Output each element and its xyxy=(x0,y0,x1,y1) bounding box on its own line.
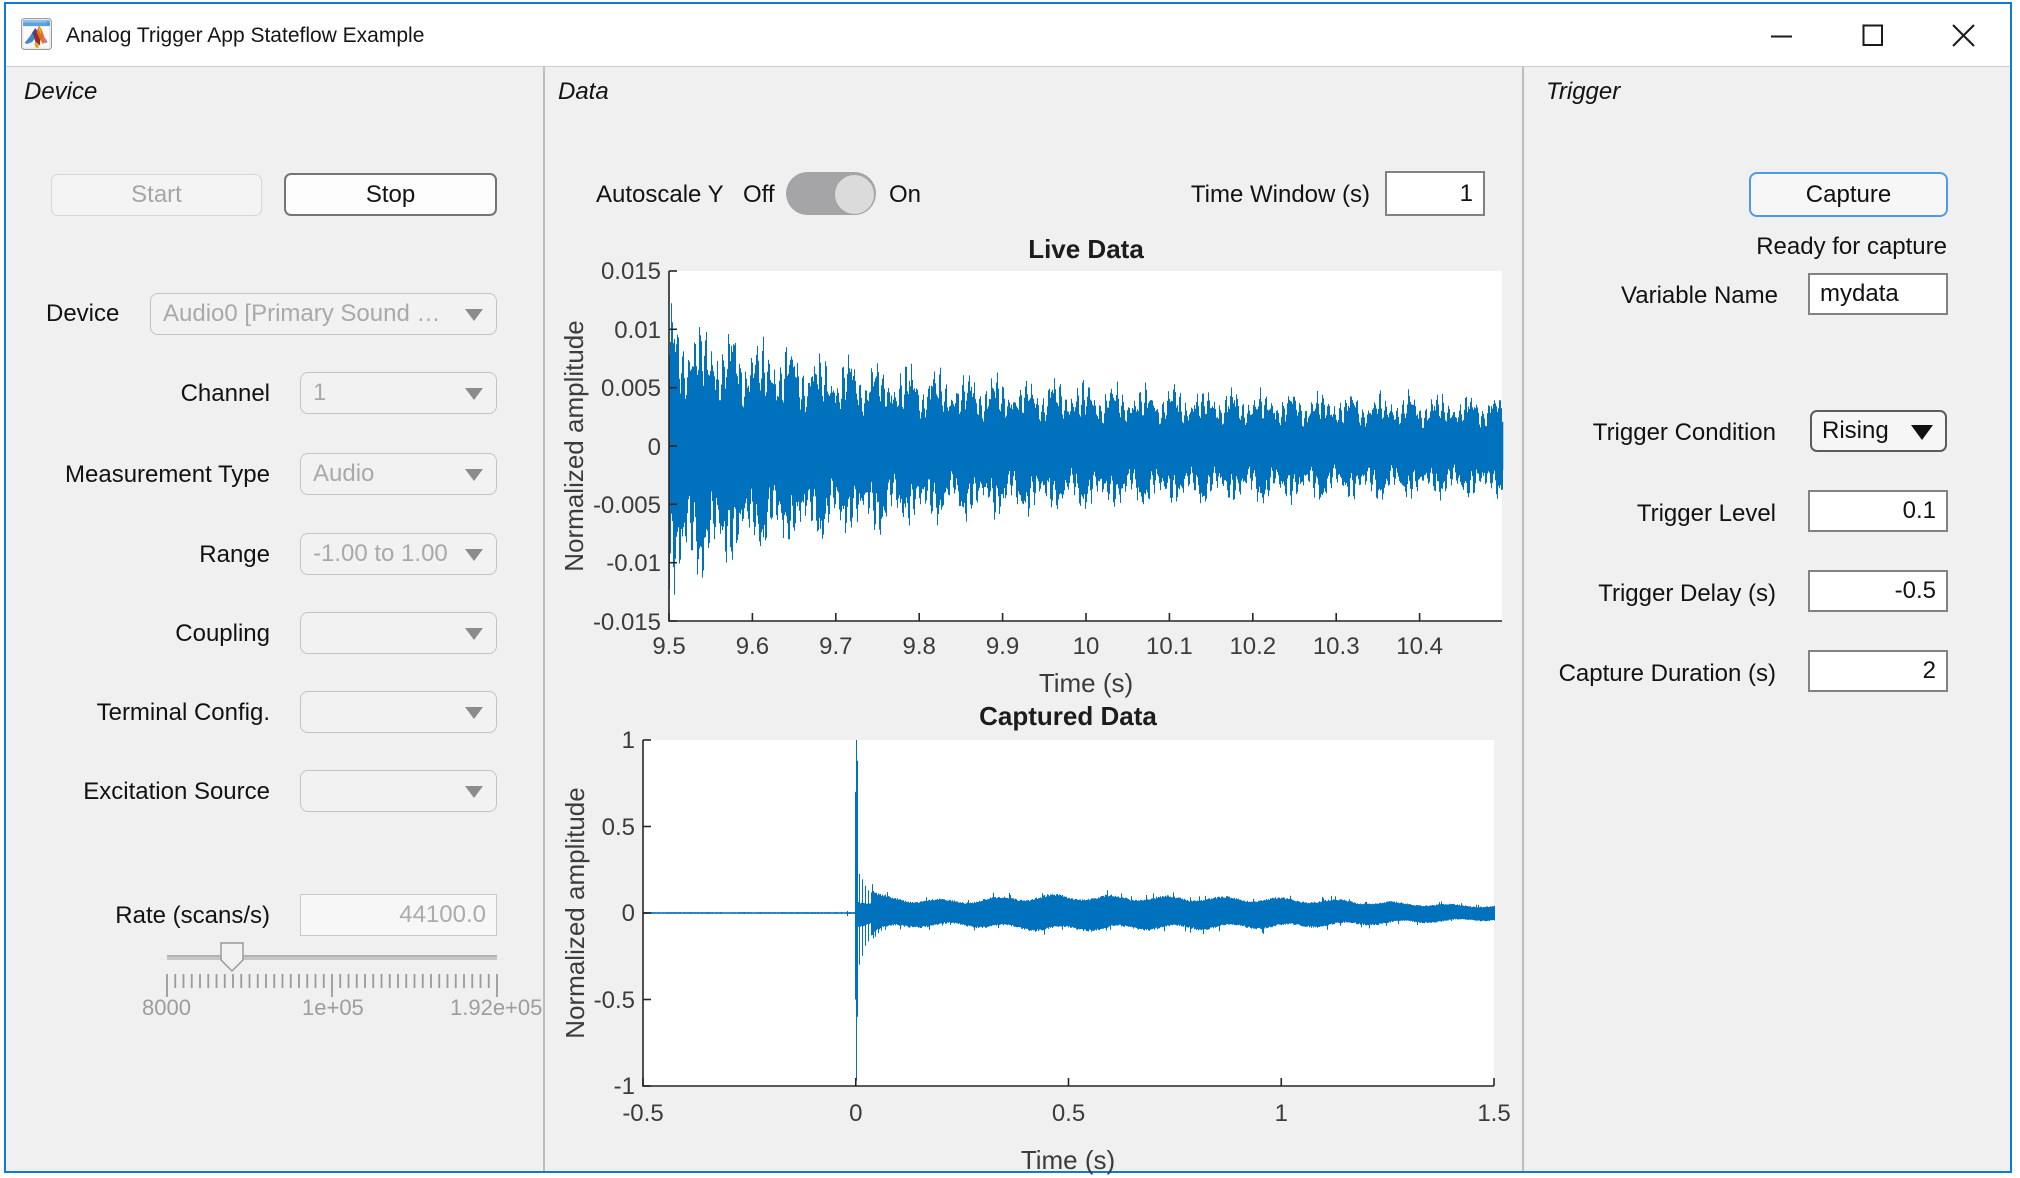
svg-text:0: 0 xyxy=(648,434,661,461)
svg-text:0.5: 0.5 xyxy=(602,814,635,841)
svg-text:1: 1 xyxy=(1275,1100,1288,1127)
svg-text:10.1: 10.1 xyxy=(1146,633,1193,660)
svg-text:10.4: 10.4 xyxy=(1396,633,1443,660)
svg-text:1: 1 xyxy=(622,727,635,754)
svg-text:9.6: 9.6 xyxy=(736,633,769,660)
svg-text:0: 0 xyxy=(622,900,635,927)
svg-text:Time (s): Time (s) xyxy=(1021,1145,1115,1175)
svg-text:-1: -1 xyxy=(614,1073,635,1100)
svg-text:9.8: 9.8 xyxy=(903,633,936,660)
svg-text:0: 0 xyxy=(849,1100,862,1127)
svg-text:0.01: 0.01 xyxy=(614,317,661,344)
svg-text:9.5: 9.5 xyxy=(652,633,685,660)
svg-text:Normalized amplitude: Normalized amplitude xyxy=(560,787,590,1038)
svg-text:-0.5: -0.5 xyxy=(594,987,635,1014)
svg-text:10.2: 10.2 xyxy=(1229,633,1276,660)
svg-text:9.9: 9.9 xyxy=(986,633,1019,660)
svg-text:Live Data: Live Data xyxy=(1028,234,1144,264)
svg-text:9.7: 9.7 xyxy=(819,633,852,660)
svg-text:Normalized amplitude: Normalized amplitude xyxy=(560,320,589,571)
svg-text:-0.005: -0.005 xyxy=(593,492,661,519)
svg-text:0.005: 0.005 xyxy=(601,375,661,402)
svg-text:-0.015: -0.015 xyxy=(593,609,661,636)
svg-text:10.3: 10.3 xyxy=(1313,633,1360,660)
svg-text:Time (s): Time (s) xyxy=(1039,668,1133,698)
svg-text:Captured Data: Captured Data xyxy=(979,701,1157,731)
svg-text:10: 10 xyxy=(1073,633,1100,660)
svg-text:0.015: 0.015 xyxy=(601,258,661,285)
svg-text:0.5: 0.5 xyxy=(1052,1100,1085,1127)
svg-text:-0.01: -0.01 xyxy=(606,550,661,577)
svg-text:-0.5: -0.5 xyxy=(622,1100,663,1127)
svg-text:1.5: 1.5 xyxy=(1477,1100,1510,1127)
